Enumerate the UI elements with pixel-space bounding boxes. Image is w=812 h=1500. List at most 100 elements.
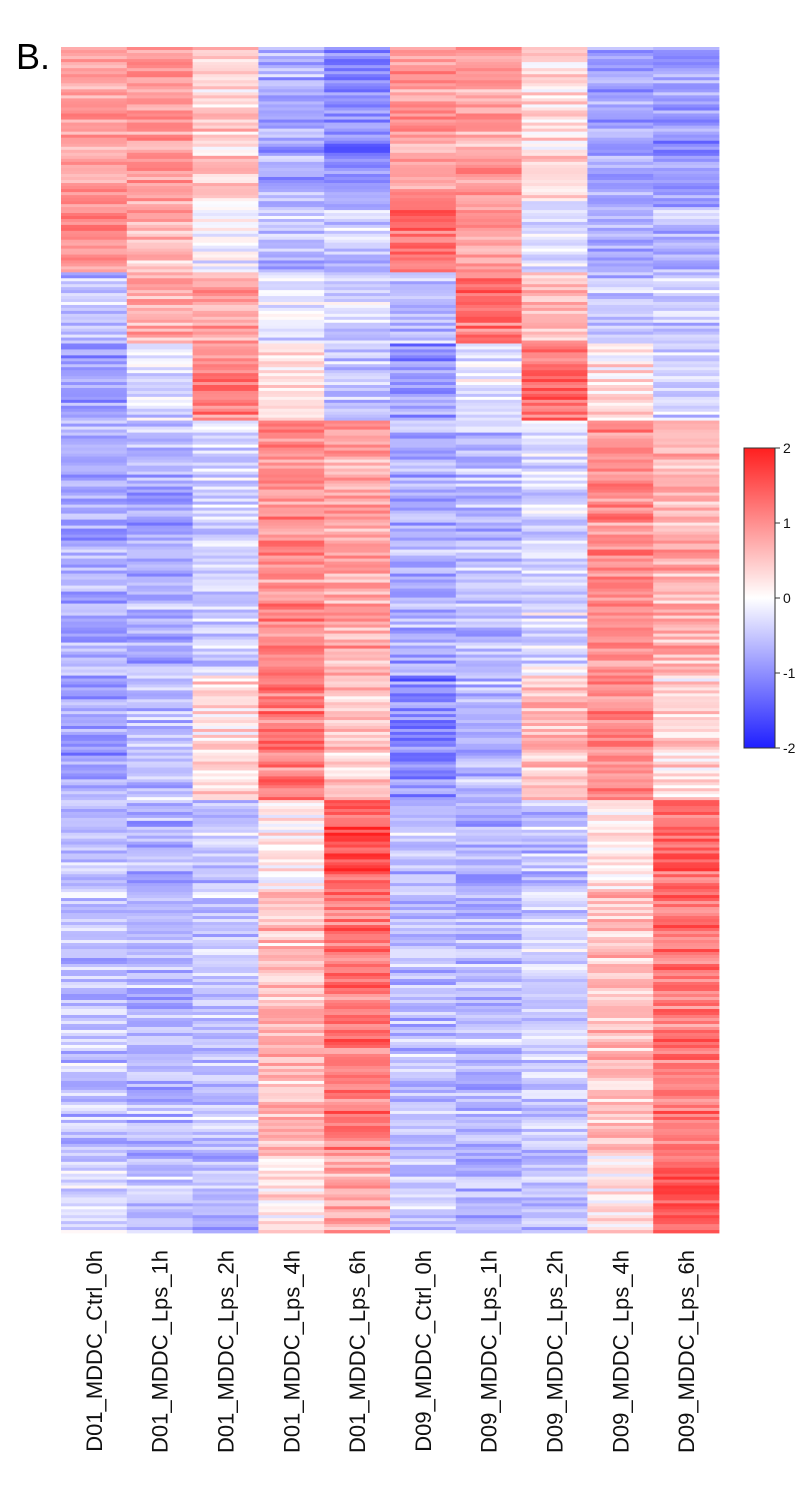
- heatmap-cell: [521, 743, 588, 748]
- heatmap-cell: [521, 534, 588, 538]
- heatmap-cell: [653, 513, 720, 517]
- heatmap-cell: [390, 325, 457, 330]
- heatmap-cell: [455, 540, 522, 544]
- heatmap-cell: [653, 859, 720, 863]
- heatmap-cell: [587, 725, 654, 730]
- heatmap-cell: [324, 720, 391, 724]
- heatmap-cell: [126, 898, 193, 902]
- heatmap-cell: [653, 720, 720, 724]
- heatmap-cell: [126, 447, 193, 451]
- heatmap-cell: [455, 304, 522, 309]
- heatmap-cell: [521, 811, 588, 816]
- heatmap-cell: [390, 916, 457, 920]
- heatmap-cell: [61, 343, 128, 347]
- heatmap-cell: [192, 952, 259, 956]
- heatmap-cell: [653, 134, 720, 139]
- heatmap-cell: [390, 239, 457, 244]
- heatmap-cell: [521, 919, 588, 923]
- heatmap-cell: [258, 164, 325, 169]
- heatmap-cell: [258, 275, 325, 279]
- heatmap-cell: [258, 883, 325, 887]
- heatmap-cell: [521, 967, 588, 971]
- heatmap-cell: [455, 758, 522, 762]
- heatmap-cell: [390, 702, 457, 706]
- heatmap-cell: [390, 361, 457, 365]
- heatmap-cell: [521, 140, 588, 145]
- heatmap-cell: [587, 170, 654, 175]
- heatmap-cell: [258, 59, 325, 63]
- heatmap-cell: [126, 886, 193, 890]
- heatmap-cell: [653, 189, 720, 193]
- heatmap-cell: [390, 495, 457, 499]
- heatmap-cell: [61, 236, 128, 241]
- heatmap-cell: [521, 728, 588, 733]
- heatmap-cell: [521, 180, 588, 184]
- heatmap-cell: [258, 186, 325, 190]
- heatmap-cell: [455, 189, 522, 193]
- heatmap-cell: [126, 651, 193, 655]
- heatmap-cell: [126, 131, 193, 136]
- heatmap-cell: [521, 364, 588, 368]
- heatmap-cell: [192, 125, 259, 130]
- heatmap-cell: [455, 672, 522, 676]
- heatmap-cell: [390, 474, 457, 478]
- heatmap-cell: [587, 1005, 654, 1010]
- heatmap-cell: [455, 907, 522, 911]
- heatmap-cell: [455, 895, 522, 899]
- heatmap-cell: [61, 597, 128, 601]
- heatmap-cell: [521, 192, 588, 196]
- heatmap-cell: [653, 385, 720, 389]
- heatmap-cell: [258, 803, 325, 807]
- heatmap-cell: [521, 588, 588, 592]
- heatmap-cell: [61, 128, 128, 133]
- heatmap-cell: [587, 723, 654, 727]
- heatmap-cell: [521, 558, 588, 562]
- heatmap-cell: [192, 146, 259, 151]
- heatmap-cell: [390, 68, 457, 72]
- heatmap-cell: [258, 591, 325, 595]
- heatmap-cell: [258, 474, 325, 478]
- heatmap-cell: [192, 991, 259, 995]
- heatmap-cell: [390, 266, 457, 270]
- heatmap-cell: [587, 782, 654, 786]
- heatmap-cell: [390, 734, 457, 739]
- heatmap-cell: [324, 874, 391, 878]
- heatmap-cell: [258, 743, 325, 748]
- heatmap-cell: [258, 543, 325, 547]
- heatmap-cell: [324, 465, 391, 469]
- heatmap-cell: [192, 838, 259, 843]
- heatmap-cell: [324, 192, 391, 196]
- heatmap-cell: [192, 895, 259, 899]
- heatmap-cell: [455, 630, 522, 634]
- heatmap-cell: [653, 65, 720, 69]
- heatmap-cell: [126, 352, 193, 356]
- heatmap-cell: [390, 358, 457, 362]
- heatmap-cell: [192, 803, 259, 807]
- heatmap-cell: [258, 71, 325, 75]
- heatmap-cell: [521, 648, 588, 652]
- heatmap-cell: [587, 137, 654, 142]
- heatmap-cell: [587, 609, 654, 613]
- heatmap-cell: [258, 155, 325, 160]
- heatmap-cell: [521, 540, 588, 544]
- heatmap-cell: [390, 164, 457, 169]
- heatmap-cell: [521, 113, 588, 117]
- heatmap-cell: [126, 711, 193, 715]
- heatmap-cell: [324, 931, 391, 935]
- heatmap-cell: [192, 856, 259, 860]
- heatmap-cell: [653, 319, 720, 324]
- heatmap-cell: [587, 979, 654, 983]
- heatmap-cell: [587, 949, 654, 953]
- heatmap-cell: [587, 791, 654, 795]
- heatmap-cell: [324, 919, 391, 923]
- heatmap-cell: [324, 450, 391, 454]
- heatmap-cell: [126, 549, 193, 553]
- heatmap-cell: [390, 367, 457, 371]
- heatmap-cell: [455, 871, 522, 875]
- heatmap-cell: [258, 806, 325, 810]
- heatmap-cell: [258, 579, 325, 583]
- heatmap-cell: [390, 1000, 457, 1004]
- heatmap-cell: [455, 737, 522, 742]
- heatmap-cell: [61, 352, 128, 356]
- heatmap-cell: [126, 158, 193, 163]
